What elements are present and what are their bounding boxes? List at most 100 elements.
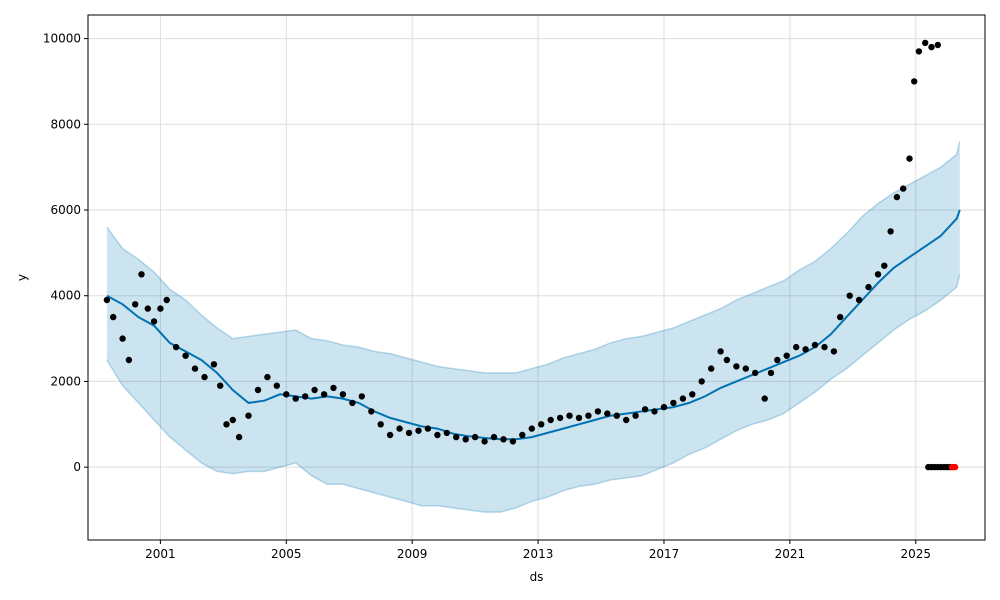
observed-point xyxy=(556,414,564,422)
observed-point xyxy=(733,363,740,370)
observed-point xyxy=(708,365,715,372)
x-tick-label: 2013 xyxy=(523,547,554,561)
recent-red-point xyxy=(951,463,959,471)
observed-point xyxy=(519,431,526,439)
observed-point xyxy=(865,283,872,291)
observed-point xyxy=(264,373,271,381)
observed-point xyxy=(689,391,696,398)
observed-point xyxy=(254,386,262,394)
observed-point xyxy=(415,427,422,434)
observed-point xyxy=(811,341,819,349)
observed-point xyxy=(157,305,164,312)
observed-point xyxy=(453,433,460,441)
observed-point xyxy=(900,185,907,192)
observed-point xyxy=(613,412,620,419)
x-tick-label: 2001 xyxy=(145,547,176,561)
observed-point xyxy=(679,395,687,402)
observed-point xyxy=(793,343,800,351)
observed-point xyxy=(906,155,913,162)
observed-point xyxy=(119,335,126,342)
observed-point xyxy=(594,408,602,415)
observed-point xyxy=(490,433,498,441)
forecast-line-group xyxy=(106,209,961,441)
observed-point xyxy=(670,399,677,407)
observed-point xyxy=(283,391,290,398)
observed-point xyxy=(509,438,517,445)
observed-point xyxy=(846,292,853,299)
observed-point xyxy=(443,429,450,437)
x-tick-label: 2021 xyxy=(775,547,806,561)
x-tick-label: 2025 xyxy=(900,547,931,561)
observed-point xyxy=(191,365,199,372)
observed-point xyxy=(893,193,901,201)
observed-point xyxy=(855,296,863,304)
observed-point xyxy=(471,433,479,441)
observed-point xyxy=(172,343,180,351)
y-tick-label: 8000 xyxy=(50,117,81,131)
observed-point xyxy=(229,416,236,424)
observed-point xyxy=(651,408,658,415)
observed-point xyxy=(887,228,894,235)
observed-point xyxy=(110,313,117,321)
x-axis-label: ds xyxy=(530,570,544,584)
upper-bound-line xyxy=(106,141,961,374)
observed-point xyxy=(144,305,151,312)
observed-point xyxy=(911,78,918,85)
observed-point xyxy=(528,425,535,432)
observed-point xyxy=(217,382,224,389)
observed-point xyxy=(623,416,630,424)
observed-point xyxy=(915,48,923,55)
observed-point xyxy=(103,296,111,304)
observed-point xyxy=(330,384,337,392)
observed-point xyxy=(339,391,347,398)
observed-point xyxy=(311,386,318,394)
uncertainty-band xyxy=(106,141,961,513)
observed-point xyxy=(632,412,639,419)
observed-point xyxy=(434,431,441,439)
observed-point xyxy=(767,369,775,377)
observed-point xyxy=(821,343,828,351)
observed-point xyxy=(575,414,583,422)
observed-point xyxy=(424,425,432,432)
x-tick-label: 2017 xyxy=(649,547,680,561)
observed-point xyxy=(830,348,838,355)
y-tick-label: 4000 xyxy=(50,289,81,303)
observed-point xyxy=(320,391,328,398)
observed-point xyxy=(245,412,252,419)
observed-point xyxy=(292,395,299,402)
observed-point xyxy=(547,416,554,424)
observed-point xyxy=(761,395,768,402)
observed-point xyxy=(934,41,941,49)
observed-point xyxy=(132,301,139,308)
y-axis-ticks: 0 2000 4000 6000 8000 10000 xyxy=(43,32,88,474)
forecast-line xyxy=(106,209,961,441)
grid-lines xyxy=(88,15,985,540)
x-tick-label: 2009 xyxy=(397,547,428,561)
observed-point xyxy=(377,421,384,428)
observed-point xyxy=(125,356,133,364)
observed-point xyxy=(138,271,145,278)
observed-point xyxy=(604,410,611,417)
observed-point xyxy=(723,356,731,364)
observed-point xyxy=(462,436,469,443)
observed-point xyxy=(802,346,809,353)
observed-point xyxy=(538,421,545,428)
observed-point xyxy=(566,412,573,419)
observed-point xyxy=(273,382,280,389)
recent-points xyxy=(925,463,959,471)
x-tick-label: 2005 xyxy=(271,547,302,561)
observed-point xyxy=(396,425,403,432)
observed-point xyxy=(302,393,309,400)
observed-point xyxy=(928,43,935,51)
observed-point xyxy=(881,262,888,269)
observed-point xyxy=(774,356,781,364)
y-axis-label: y xyxy=(15,274,29,281)
observed-point xyxy=(717,348,724,355)
observed-point xyxy=(922,39,929,47)
observed-point xyxy=(481,438,488,445)
observed-point xyxy=(386,431,394,439)
x-axis-ticks: 2001 2005 2009 2013 2017 2021 2025 xyxy=(145,540,931,561)
observed-point xyxy=(150,318,158,325)
uncertainty-band-area xyxy=(106,141,960,513)
